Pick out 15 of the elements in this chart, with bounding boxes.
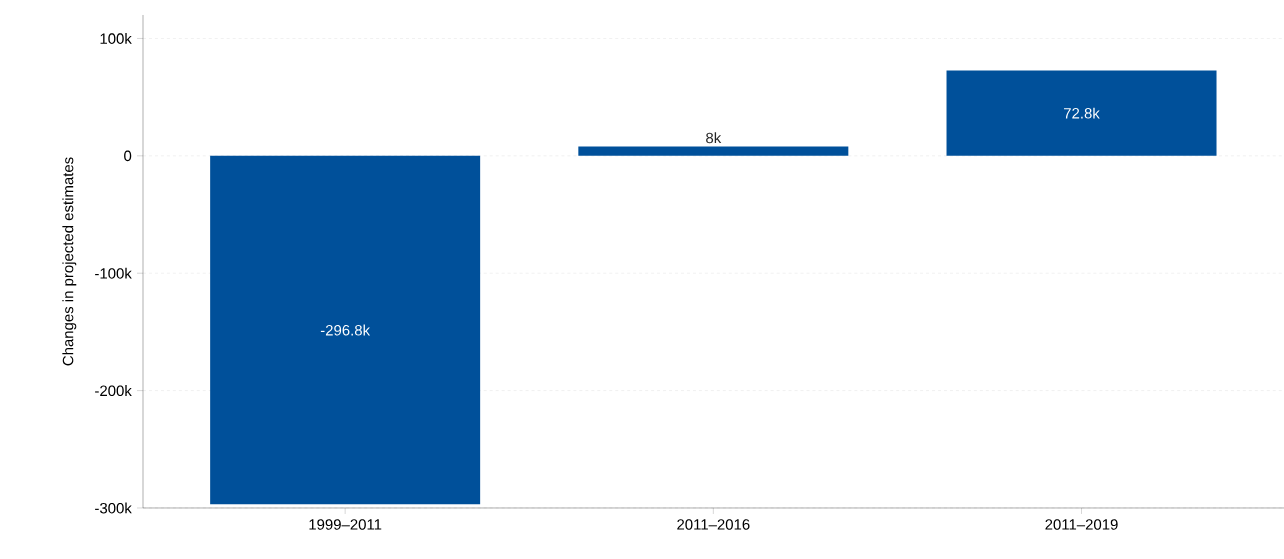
data-label: 72.8k xyxy=(1064,107,1100,119)
bar xyxy=(210,155,481,505)
bar xyxy=(946,70,1217,156)
y-tick-label: 100k xyxy=(100,32,132,44)
bar xyxy=(578,146,849,156)
data-label: 8k xyxy=(706,132,722,144)
y-axis-title: Changes in projected estimates xyxy=(62,157,77,366)
y-tick-label: -300k xyxy=(95,502,132,514)
y-tick-label: 0 xyxy=(124,150,132,162)
y-tick-label: -100k xyxy=(95,267,132,279)
data-label: -296.8k xyxy=(320,324,371,336)
x-tick-label: 1999–2011 xyxy=(309,519,382,530)
y-tick-label: -200k xyxy=(95,385,132,397)
x-tick-label: 2011–2016 xyxy=(677,519,750,530)
x-tick-label: 2011–2019 xyxy=(1045,519,1118,530)
